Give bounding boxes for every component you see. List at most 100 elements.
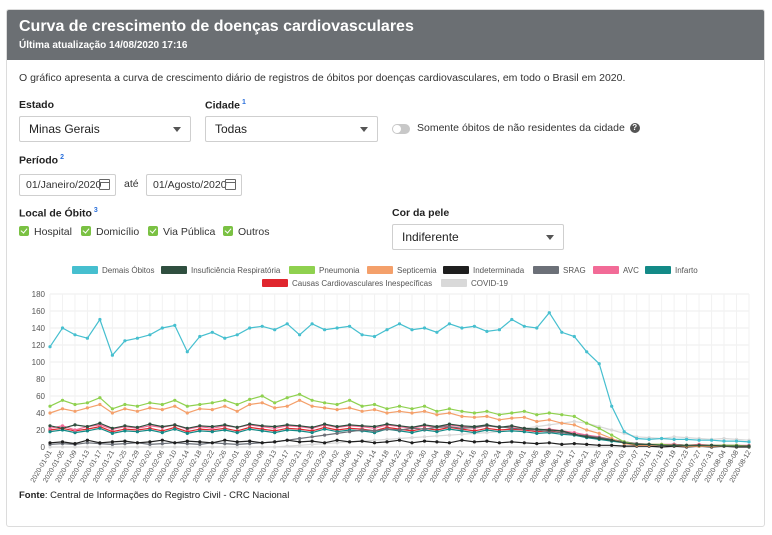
legend-item[interactable]: Demais Óbitos [72, 266, 154, 275]
data-point [460, 424, 464, 428]
data-point [273, 328, 277, 332]
non-residents-toggle[interactable] [392, 124, 410, 134]
date-start-input[interactable]: 01/Janeiro/2020 [19, 174, 116, 196]
data-point [348, 430, 352, 434]
data-point [235, 442, 239, 446]
legend-item[interactable]: Infarto [645, 266, 698, 275]
data-point [547, 411, 551, 415]
legend-item[interactable]: Causas Cardiovasculares Inespecíficas [262, 279, 432, 288]
data-point [610, 433, 614, 437]
data-point [60, 326, 65, 330]
data-point [173, 423, 177, 427]
data-point [610, 438, 614, 442]
data-point [435, 409, 439, 413]
data-point [185, 442, 189, 446]
data-point [447, 425, 451, 429]
data-point [597, 431, 601, 435]
data-point [260, 424, 264, 428]
data-point [198, 440, 202, 444]
chevron-down-icon [546, 235, 554, 240]
data-point [48, 426, 52, 430]
date-end-value: 01/Agosto/2020 [153, 179, 227, 191]
data-point [98, 421, 102, 425]
data-point [310, 442, 314, 446]
data-point [260, 394, 264, 398]
data-point [110, 440, 114, 444]
data-point [135, 425, 139, 429]
data-point [422, 423, 427, 427]
data-point [185, 445, 189, 449]
data-point [335, 431, 339, 435]
legend-item[interactable]: Pneumonia [289, 266, 359, 275]
data-point [135, 445, 139, 449]
data-point [697, 443, 701, 447]
data-point [148, 445, 152, 449]
legend-item[interactable]: SRAG [533, 266, 586, 275]
data-point [597, 443, 601, 447]
data-point [348, 398, 352, 402]
data-point [223, 398, 227, 402]
data-point [485, 329, 489, 333]
data-point [397, 428, 402, 432]
data-point [572, 419, 576, 424]
data-point [360, 409, 364, 413]
checkbox-outros[interactable]: Outros [223, 226, 270, 238]
data-point [685, 437, 689, 441]
data-point [722, 444, 726, 448]
data-point [148, 440, 152, 444]
data-point [410, 431, 414, 435]
checkbox-label: Via Pública [163, 226, 216, 238]
data-point [310, 425, 314, 429]
data-point [123, 407, 127, 411]
data-point [497, 413, 501, 417]
data-point [335, 326, 339, 330]
data-point [447, 427, 451, 431]
data-point [160, 431, 164, 435]
cidade-select[interactable]: Todas [205, 116, 378, 142]
data-point [747, 440, 751, 444]
data-point [472, 324, 476, 328]
data-point [298, 436, 302, 441]
data-point [73, 402, 77, 407]
checkbox-hospital[interactable]: Hospital [19, 226, 72, 238]
data-point [73, 333, 77, 337]
data-point [48, 441, 52, 445]
calendar-icon[interactable] [225, 179, 236, 190]
data-point [335, 425, 339, 429]
legend-item[interactable]: Indeterminada [443, 266, 524, 275]
data-point [485, 428, 489, 432]
cor-select[interactable]: Indiferente [392, 224, 564, 250]
data-point [535, 442, 539, 446]
data-point [248, 445, 252, 449]
data-point [447, 433, 451, 437]
checkbox-domicilio[interactable]: Domicílio [81, 226, 139, 238]
data-point [335, 441, 339, 445]
data-point [85, 425, 89, 429]
data-point [210, 430, 214, 434]
data-point [60, 407, 65, 411]
page-title: Curva de crescimento de doenças cardiova… [19, 18, 414, 35]
legend-label: SRAG [563, 266, 586, 275]
help-icon[interactable]: ? [629, 123, 640, 134]
legend-item[interactable]: AVC [593, 266, 639, 275]
data-point [160, 425, 164, 429]
data-point [397, 404, 402, 408]
data-point [348, 406, 352, 410]
y-tick-label: 0 [41, 443, 46, 452]
legend-swatch [367, 266, 393, 274]
date-end-input[interactable]: 01/Agosto/2020 [146, 174, 242, 196]
estado-select[interactable]: Minas Gerais [19, 116, 191, 142]
legend-item[interactable]: Septicemia [367, 266, 437, 275]
legend-item[interactable]: COVID-19 [441, 279, 508, 288]
data-point [335, 408, 339, 412]
legend-item[interactable]: Insuficiência Respiratória [161, 266, 280, 275]
estado-label: Estado [19, 99, 55, 111]
data-point [435, 330, 439, 334]
data-point [447, 407, 451, 411]
data-point [560, 330, 564, 334]
checkbox-via-publica[interactable]: Via Pública [148, 226, 215, 238]
calendar-icon[interactable] [99, 179, 110, 190]
data-point [123, 402, 127, 407]
source-label: Fonte [19, 490, 45, 501]
data-point [85, 438, 89, 442]
